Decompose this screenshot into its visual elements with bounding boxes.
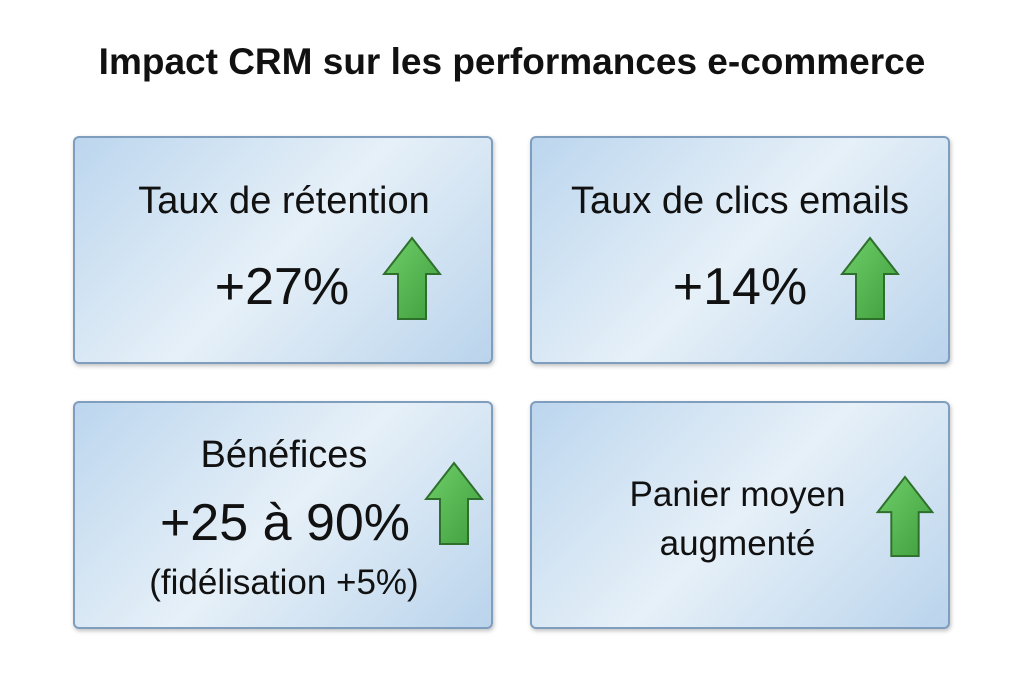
card-value: +14% bbox=[672, 258, 808, 316]
up-arrow bbox=[875, 475, 935, 558]
card-label-line: Panier moyen bbox=[629, 475, 846, 514]
card-note: (fidélisation +5%) bbox=[149, 563, 419, 602]
up-arrow bbox=[382, 236, 442, 320]
card-label: Bénéfices bbox=[200, 434, 368, 476]
card-value: +27% bbox=[214, 258, 350, 316]
card-label-line: augmenté bbox=[659, 524, 816, 563]
up-arrow bbox=[840, 236, 900, 320]
card-label: Taux de rétention bbox=[138, 180, 430, 222]
up-arrow bbox=[424, 461, 484, 545]
kpi-card bbox=[73, 401, 493, 629]
kpi-card bbox=[530, 401, 950, 629]
page-title: Impact CRM sur les performances e-commer… bbox=[98, 41, 926, 82]
card-value: +25 à 90% bbox=[159, 494, 411, 552]
card-label: Taux de clics emails bbox=[571, 180, 909, 222]
kpi-card bbox=[73, 136, 493, 364]
